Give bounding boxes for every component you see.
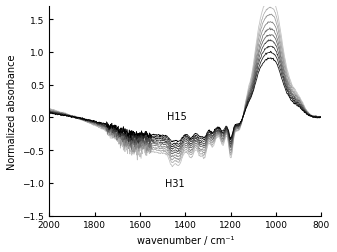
Text: H31: H31	[165, 178, 185, 188]
X-axis label: wavenumber / cm⁻¹: wavenumber / cm⁻¹	[136, 235, 234, 245]
Text: H15: H15	[167, 112, 187, 122]
Y-axis label: Normalized absorbance: Normalized absorbance	[7, 54, 17, 169]
